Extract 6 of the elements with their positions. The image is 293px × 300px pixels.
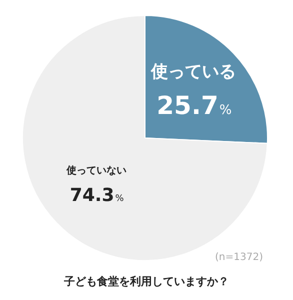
- slice-label: 使っていない: [65, 164, 126, 177]
- slice-label: 使っている: [150, 62, 236, 82]
- text: 子ども食堂を利用していますか？: [63, 274, 230, 289]
- data-label: 25.7%: [156, 90, 232, 120]
- text: (n=1372): [215, 252, 263, 263]
- data-label: 74.3%: [70, 184, 124, 206]
